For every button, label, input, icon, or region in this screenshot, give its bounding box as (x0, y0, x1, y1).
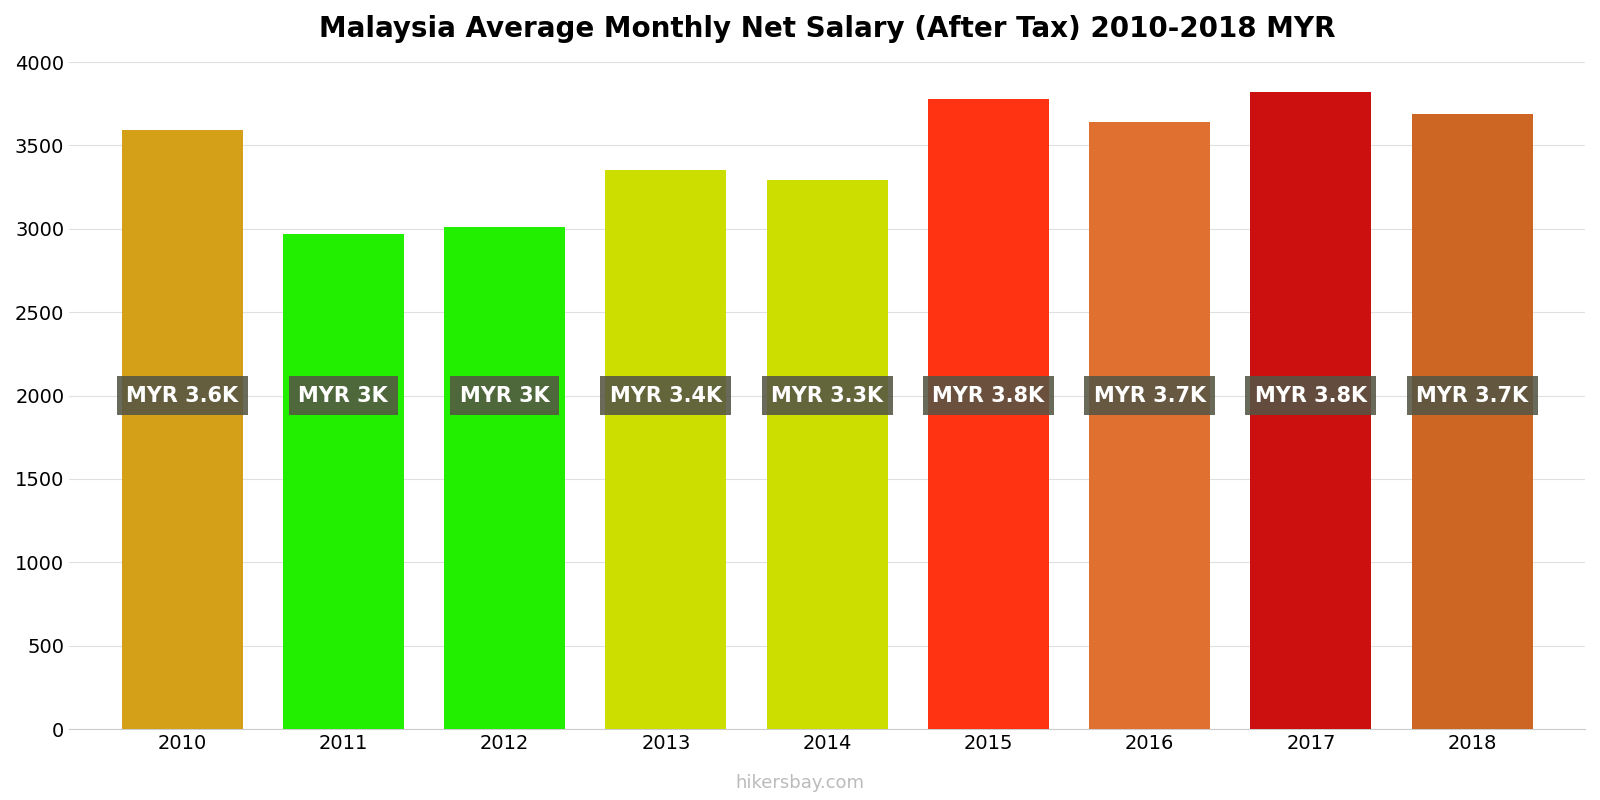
Bar (122, 130, 243, 729)
Bar (605, 170, 726, 729)
Bar (1251, 92, 1371, 729)
Bar (1411, 114, 1533, 729)
Bar (283, 234, 403, 729)
Bar (445, 227, 565, 729)
Text: MYR 3.3K: MYR 3.3K (771, 386, 883, 406)
Text: MYR 3.8K: MYR 3.8K (1254, 386, 1366, 406)
Text: MYR 3K: MYR 3K (299, 386, 389, 406)
Text: MYR 3.7K: MYR 3.7K (1416, 386, 1528, 406)
Text: MYR 3.4K: MYR 3.4K (610, 386, 722, 406)
Text: hikersbay.com: hikersbay.com (736, 774, 864, 792)
Bar (766, 181, 888, 729)
Bar (1090, 122, 1210, 729)
Bar (928, 98, 1050, 729)
Text: MYR 3.7K: MYR 3.7K (1093, 386, 1206, 406)
Text: MYR 3K: MYR 3K (459, 386, 549, 406)
Text: MYR 3.8K: MYR 3.8K (933, 386, 1045, 406)
Text: MYR 3.6K: MYR 3.6K (126, 386, 238, 406)
Title: Malaysia Average Monthly Net Salary (After Tax) 2010-2018 MYR: Malaysia Average Monthly Net Salary (Aft… (318, 15, 1336, 43)
